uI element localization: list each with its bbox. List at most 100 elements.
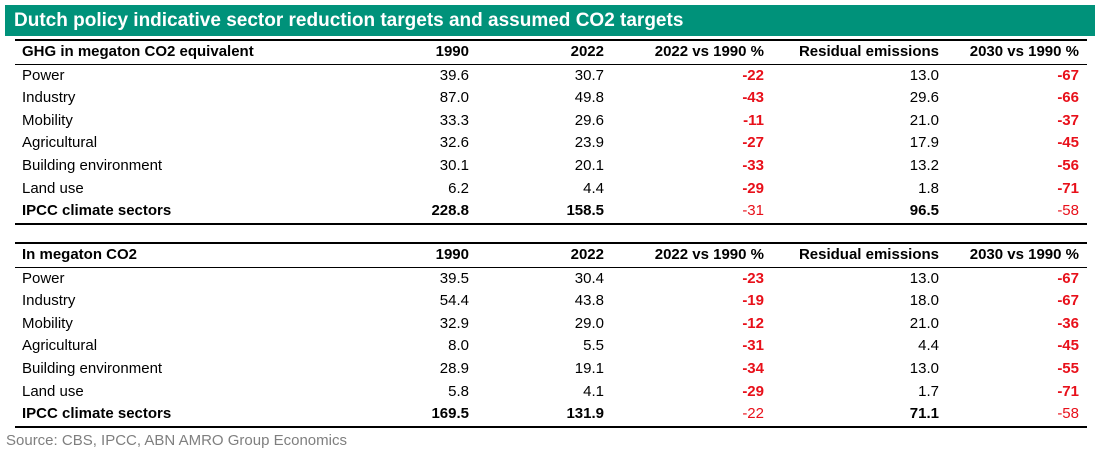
sector-label: Land use (22, 179, 84, 197)
sector-label: Building environment (22, 359, 163, 377)
change-2022-vs-1990: -11 (743, 111, 764, 129)
header-change-2022: 2022 vs 1990 % (654, 246, 764, 263)
header-change-2022: 2022 vs 1990 % (654, 43, 764, 60)
change-2022-vs-1990: -12 (742, 314, 764, 332)
sector-label: IPCC climate sectors (22, 405, 172, 423)
change-2030-vs-1990: -66 (1057, 89, 1079, 107)
value-1990: 39.5 (439, 269, 469, 287)
change-2022-vs-1990: -43 (742, 89, 764, 107)
change-2030-vs-1990: -71 (1057, 382, 1079, 400)
table-row: Agricultural 8.0 5.5 -31 4.4 -45 (15, 335, 1087, 358)
sector-label: Agricultural (22, 134, 98, 152)
table-row: Building environment 30.1 20.1 -33 13.2 -56 (15, 155, 1087, 178)
table-row: Agricultural 32.6 23.9 -27 17.9 -45 (15, 132, 1087, 155)
header-2022: 2022 (570, 43, 604, 60)
residual-emissions: 13.0 (909, 66, 939, 84)
change-2022-vs-1990: -34 (742, 359, 764, 377)
change-2022-vs-1990: -31 (742, 337, 764, 355)
residual-emissions: 13.0 (909, 359, 939, 377)
table-row: Mobility 33.3 29.6 -11 21.0 -37 (15, 110, 1087, 133)
residual-emissions: 21.0 (909, 111, 939, 129)
sector-label: Agricultural (22, 337, 98, 355)
change-2030-vs-1990: -36 (1057, 314, 1079, 332)
change-2022-vs-1990: -22 (742, 66, 764, 84)
table-header-row: In megaton CO2 1990 2022 2022 vs 1990 % … (15, 243, 1087, 268)
value-1990: 32.6 (439, 134, 469, 152)
change-2030-vs-1990: -45 (1057, 337, 1079, 355)
change-2030-vs-1990: -67 (1057, 66, 1079, 84)
residual-emissions: 29.6 (909, 89, 939, 107)
value-2022: 158.5 (566, 202, 604, 220)
header-label: In megaton CO2 (22, 246, 138, 263)
change-2030-vs-1990: -37 (1057, 111, 1079, 129)
header-label: GHG in megaton CO2 equivalent (22, 43, 254, 60)
change-2030-vs-1990: -56 (1057, 156, 1079, 174)
sector-label: Industry (22, 89, 76, 107)
change-2030-vs-1990: -67 (1057, 292, 1079, 310)
value-1990: 33.3 (439, 111, 469, 129)
table-row: Building environment 28.9 19.1 -34 13.0 -55 (15, 358, 1087, 381)
change-2030-vs-1990: -58 (1057, 405, 1079, 423)
table-row: Power 39.6 30.7 -22 13.0 -67 (15, 64, 1087, 87)
change-2030-vs-1990: -71 (1057, 179, 1079, 197)
residual-emissions: 13.0 (909, 269, 939, 287)
value-2022: 19.1 (574, 359, 604, 377)
sector-label: Power (22, 269, 65, 287)
sector-label: Power (22, 66, 65, 84)
header-1990: 1990 (435, 43, 469, 60)
header-change-2030: 2030 vs 1990 % (969, 246, 1079, 263)
value-1990: 54.4 (439, 292, 469, 310)
change-2022-vs-1990: -23 (742, 269, 764, 287)
residual-emissions: 17.9 (909, 134, 939, 152)
value-1990: 228.8 (431, 202, 469, 220)
table-row: Mobility 32.9 29.0 -12 21.0 -36 (15, 313, 1087, 336)
residual-emissions: 71.1 (909, 405, 939, 423)
table-row: Land use 6.2 4.4 -29 1.8 -71 (15, 178, 1087, 201)
residual-emissions: 18.0 (909, 292, 939, 310)
header-1990: 1990 (435, 246, 469, 263)
change-2022-vs-1990: -29 (742, 382, 764, 400)
residual-emissions: 96.5 (909, 202, 939, 220)
table-row: Power 39.5 30.4 -23 13.0 -67 (15, 267, 1087, 290)
value-2022: 29.0 (574, 314, 604, 332)
sector-label: Land use (22, 382, 84, 400)
residual-emissions: 4.4 (918, 337, 939, 355)
value-2022: 49.8 (574, 89, 604, 107)
value-1990: 6.2 (448, 179, 469, 197)
change-2022-vs-1990: -33 (742, 156, 764, 174)
change-2022-vs-1990: -27 (742, 134, 764, 152)
table-row: Industry 54.4 43.8 -19 18.0 -67 (15, 290, 1087, 313)
value-2022: 30.7 (574, 66, 604, 84)
residual-emissions: 21.0 (909, 314, 939, 332)
table-header-row: GHG in megaton CO2 equivalent 1990 2022 … (15, 40, 1087, 65)
table-title: Dutch policy indicative sector reduction… (5, 5, 1095, 36)
residual-emissions: 1.8 (918, 179, 939, 197)
change-2022-vs-1990: -19 (742, 292, 764, 310)
value-1990: 5.8 (448, 382, 469, 400)
value-2022: 30.4 (574, 269, 604, 287)
table-row: Industry 87.0 49.8 -43 29.6 -66 (15, 87, 1087, 110)
value-2022: 131.9 (566, 405, 604, 423)
value-1990: 169.5 (431, 405, 469, 423)
header-residual: Residual emissions (798, 246, 939, 263)
change-2030-vs-1990: -45 (1057, 134, 1079, 152)
sector-label: Mobility (22, 314, 73, 332)
table-row: Land use 5.8 4.1 -29 1.7 -71 (15, 381, 1087, 404)
value-1990: 32.9 (439, 314, 469, 332)
total-row: IPCC climate sectors 169.5 131.9 -22 71.1 -58 (15, 403, 1087, 427)
change-2022-vs-1990: -29 (742, 179, 764, 197)
header-change-2030: 2030 vs 1990 % (969, 43, 1079, 60)
value-2022: 23.9 (574, 134, 604, 152)
sector-label: IPCC climate sectors (22, 202, 172, 220)
change-2030-vs-1990: -58 (1057, 202, 1079, 220)
value-2022: 5.5 (583, 337, 604, 355)
sector-label: Building environment (22, 156, 163, 174)
residual-emissions: 13.2 (909, 156, 939, 174)
value-2022: 20.1 (574, 156, 604, 174)
value-1990: 30.1 (439, 156, 469, 174)
residual-emissions: 1.7 (918, 382, 939, 400)
ghg-table: GHG in megaton CO2 equivalent 1990 2022 … (15, 39, 1087, 225)
sector-label: Industry (22, 292, 76, 310)
total-row: IPCC climate sectors 228.8 158.5 -31 96.5 -58 (15, 200, 1087, 224)
value-1990: 87.0 (439, 89, 469, 107)
